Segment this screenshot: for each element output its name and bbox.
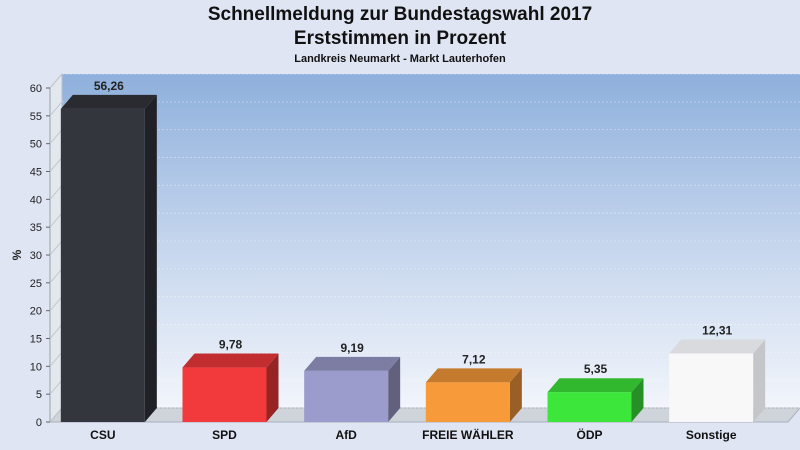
x-tick-label: AfD: [336, 428, 358, 442]
gridline-side: [49, 101, 63, 117]
y-tick-label: 5: [36, 389, 42, 401]
gridline-side: [49, 268, 63, 284]
x-tick-label: SPD: [212, 428, 237, 442]
bar-side: [509, 368, 522, 422]
bar-front: [60, 108, 145, 422]
y-tick-label: 10: [30, 361, 42, 373]
bar-side: [753, 339, 766, 422]
data-label: 12,31: [702, 323, 732, 337]
chart-subtitle: Erststimmen in Prozent: [293, 28, 507, 49]
chart-title: Schnellmeldung zur Bundestagswahl 2017: [207, 4, 593, 25]
bar-top: [425, 368, 522, 383]
y-tick-label: 45: [30, 167, 42, 179]
y-tick-label: 35: [30, 222, 42, 234]
y-tick-label: 0: [36, 417, 42, 429]
chart-region: Landkreis Neumarkt - Markt Lauterhofen: [294, 53, 506, 65]
bar-side: [631, 378, 644, 422]
bar-front: [425, 382, 510, 422]
bar-ödp: [547, 378, 644, 422]
gridline-side: [49, 296, 63, 311]
data-label: 7,12: [462, 352, 486, 366]
y-tick-label: 25: [30, 278, 42, 290]
gridline-side: [49, 407, 63, 423]
gridline-side: [49, 157, 63, 172]
bar-side: [388, 356, 401, 422]
y-tick-label: 20: [30, 306, 42, 318]
y-tick-label: 40: [30, 194, 42, 206]
x-tick-label: CSU: [90, 428, 115, 442]
gridline-side: [49, 129, 63, 144]
data-label: 56,26: [94, 79, 124, 93]
data-label: 9,78: [219, 338, 243, 352]
bar-front: [669, 353, 754, 422]
gridline-side: [49, 324, 63, 339]
y-tick-label: 15: [30, 334, 42, 346]
gridline-side: [49, 73, 63, 89]
bar-top: [304, 356, 401, 371]
bar-front: [182, 367, 267, 422]
gridline-side: [49, 240, 63, 256]
gridline-side: [49, 185, 63, 200]
data-label: 5,35: [584, 362, 608, 376]
bar-afd: [304, 356, 401, 422]
data-label: 9,19: [340, 341, 364, 355]
y-axis-label: %: [10, 249, 24, 260]
y-tick-label: 55: [30, 111, 42, 123]
x-tick-label: ÖDP: [576, 427, 602, 442]
gridline-side: [49, 212, 63, 228]
y-tick-label: 50: [30, 139, 42, 151]
y-tick-label: 60: [30, 83, 42, 95]
bar-front: [304, 370, 389, 422]
bar-freie-wähler: [425, 368, 522, 422]
y-tick-label: 30: [30, 250, 42, 262]
bar-sonstige: [669, 339, 766, 422]
gridline-side: [49, 352, 63, 367]
bar-top: [547, 378, 644, 393]
bar-csu: [60, 94, 157, 422]
bar-side: [144, 94, 157, 422]
bar-side: [266, 353, 279, 422]
gridline-side: [49, 379, 63, 395]
bar-spd: [182, 353, 279, 422]
x-tick-label: FREIE WÄHLER: [422, 427, 514, 442]
bar-top: [182, 353, 279, 368]
bar-front: [547, 392, 632, 422]
x-tick-label: Sonstige: [686, 428, 737, 442]
bar-top: [60, 94, 157, 109]
bar-top: [669, 339, 766, 354]
